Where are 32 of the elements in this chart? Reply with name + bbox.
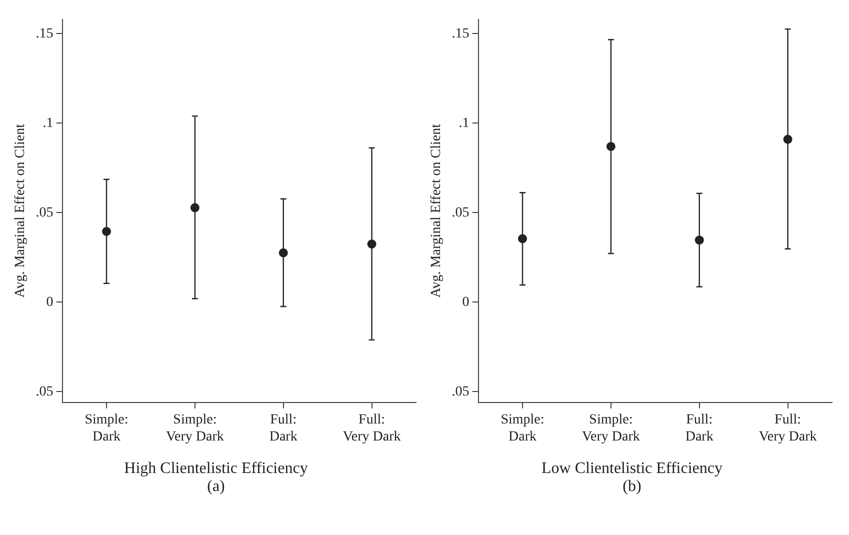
y-tick-label: 0 — [46, 294, 54, 310]
y-tick-label: .15 — [452, 26, 470, 42]
y-tick-label: 0 — [462, 294, 470, 310]
point — [606, 142, 616, 151]
x-tick-label: Full: Dark — [685, 412, 714, 444]
point — [367, 240, 376, 249]
x-tick-label: Simple: Very Dark — [166, 412, 224, 444]
x-tick-label: Full: Very Dark — [758, 412, 817, 444]
x-tick-label: Full: Very Dark — [342, 412, 401, 444]
y-axis-title: Avg. Marginal Effect on Client — [13, 124, 28, 298]
y-tick-label: .05 — [36, 205, 54, 220]
point — [102, 226, 112, 236]
point — [518, 234, 528, 244]
y-tick-label: .05 — [452, 384, 470, 400]
x-tick-label: Simple: Very Dark — [582, 412, 640, 444]
point — [190, 203, 200, 212]
x-tick-label: Simple: Dark — [500, 412, 544, 444]
point — [783, 134, 792, 144]
x-tick-label: Simple: Dark — [84, 412, 128, 444]
x-axis-title: High Clientelistic Efficiency — [123, 460, 309, 478]
y-tick-label: .1 — [458, 116, 470, 131]
y-tick-label: .05 — [36, 384, 54, 400]
y-axis-title: Avg. Marginal Effect on Client — [429, 124, 444, 298]
text: (a) — [206, 478, 226, 496]
point — [278, 248, 288, 258]
x-tick-label: Full: Dark — [269, 412, 298, 444]
y-tick-label: .05 — [452, 205, 470, 220]
x-axis-title: Low Clientelistic Efficiency — [540, 460, 724, 478]
point — [694, 236, 704, 245]
y-tick-label: .15 — [36, 26, 54, 42]
text: (b) — [622, 478, 642, 496]
y-tick-label: .1 — [42, 116, 54, 131]
